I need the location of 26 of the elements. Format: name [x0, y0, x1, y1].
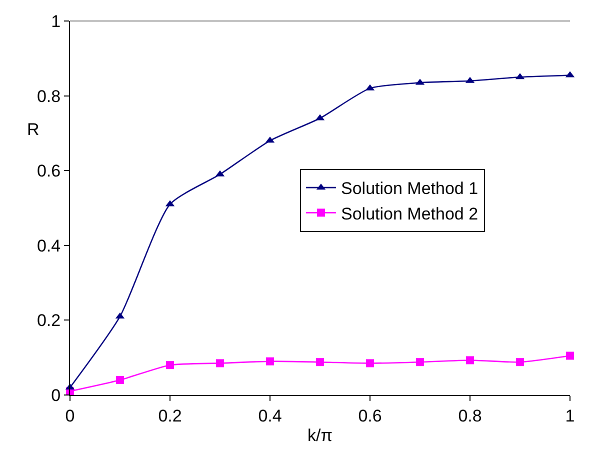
y-tick-label: 1 [51, 12, 61, 31]
y-axis-title: R [27, 120, 40, 139]
y-tick-label: 0 [51, 386, 61, 405]
x-axis-title: k/π [308, 426, 332, 445]
point [466, 356, 474, 364]
x-tick-label: 0 [65, 406, 75, 426]
point [316, 358, 324, 366]
point [416, 358, 424, 366]
y-tick-label: 0.4 [36, 236, 61, 256]
x-tick-label: 0.6 [358, 406, 382, 426]
point [566, 352, 574, 360]
point [266, 357, 274, 366]
x-tick-label: 0.2 [158, 406, 182, 426]
point [116, 376, 124, 384]
point [216, 359, 224, 368]
y-tick-label: 0.2 [36, 311, 61, 330]
y-tick-label: 0.6 [36, 162, 61, 181]
y-tick-label: 0.8 [36, 86, 61, 106]
x-tick-label: 1 [565, 406, 575, 426]
legend-label: Solution Method 2 [341, 204, 478, 224]
point [366, 359, 374, 368]
x-tick-label: 0.8 [458, 406, 482, 426]
point [166, 361, 174, 370]
legend-label: Solution Method 1 [341, 179, 478, 198]
x-tick-label: 0.4 [258, 406, 282, 426]
point [516, 358, 524, 366]
